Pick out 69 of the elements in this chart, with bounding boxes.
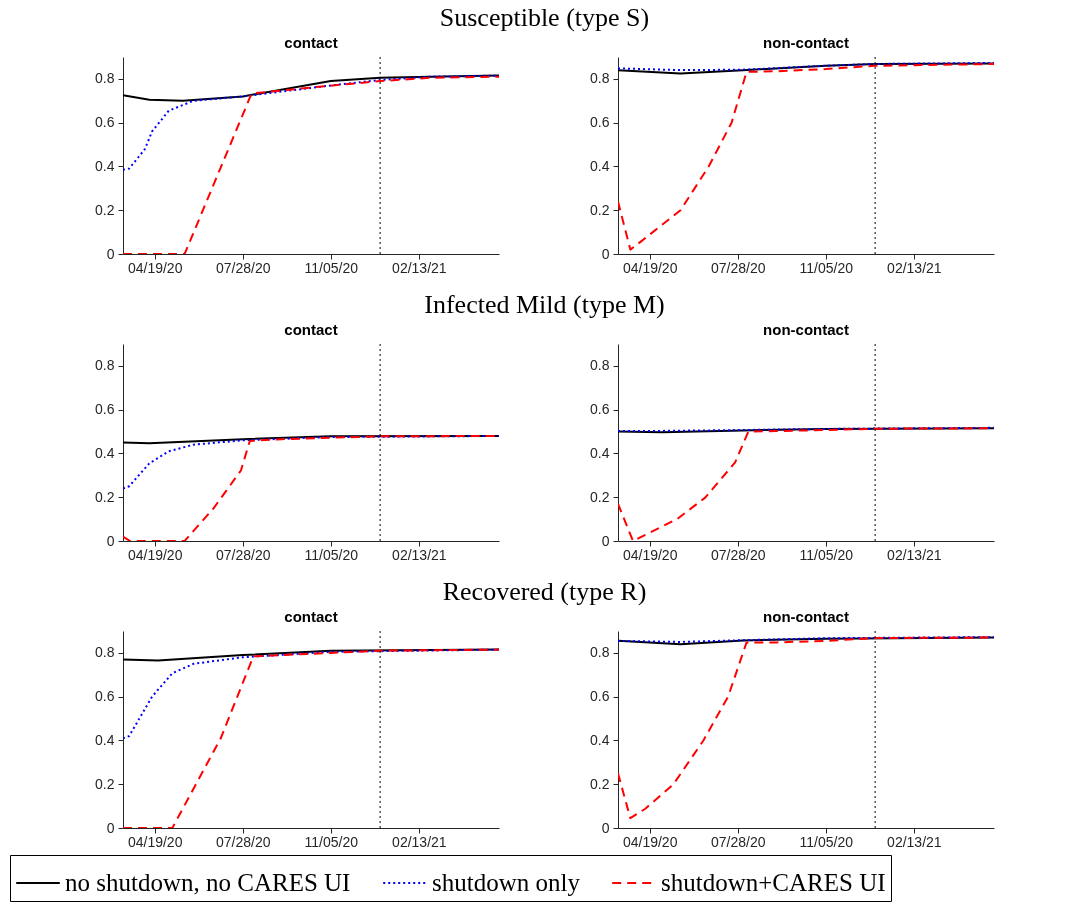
text: Infected Mild (type M) — [423, 290, 666, 320]
y-tick-label: 0.8 — [590, 70, 610, 87]
y-tick-label: 0.6 — [590, 401, 610, 418]
x-tick-label: 11/05/20 — [799, 259, 854, 276]
text: Susceptible (type S) — [438, 3, 651, 33]
y-tick-label: 0.8 — [590, 357, 610, 374]
x-tick-label: 11/05/20 — [799, 546, 854, 563]
x-tick-label: 07/28/20 — [711, 259, 766, 276]
x-tick-label: 07/28/20 — [216, 833, 271, 850]
x-tick-label: 04/19/20 — [622, 833, 678, 850]
x-tick-label: 11/05/20 — [304, 833, 359, 850]
x-tick-label: 07/28/20 — [711, 546, 766, 563]
y-tick-label: 0.2 — [590, 488, 610, 505]
chart-title: non-contact — [763, 33, 849, 51]
y-tick-label: 0 — [601, 532, 610, 549]
y-tick-label: 0.8 — [590, 644, 610, 661]
x-tick-label: 02/13/21 — [887, 259, 942, 276]
chart-title: non-contact — [763, 320, 849, 338]
y-tick-label: 0.4 — [95, 157, 115, 174]
y-tick-label: 0.4 — [95, 444, 115, 461]
x-tick-label: 04/19/20 — [127, 833, 183, 850]
y-tick-label: 0.2 — [95, 775, 115, 792]
chart-title: contact — [284, 33, 338, 51]
x-tick-label: 02/13/21 — [887, 833, 942, 850]
y-tick-label: 0.8 — [95, 644, 115, 661]
x-tick-label: 04/19/20 — [127, 546, 183, 563]
legend-label: shutdown+CARES UI — [661, 869, 886, 896]
text: Recovered (type R) — [441, 577, 648, 607]
y-tick-label: 0.4 — [95, 731, 115, 748]
y-tick-label: 0.8 — [95, 70, 115, 87]
x-tick-label: 07/28/20 — [711, 833, 766, 850]
y-tick-label: 0 — [106, 532, 115, 549]
line-series — [618, 63, 994, 251]
x-tick-label: 04/19/20 — [622, 259, 678, 276]
y-tick-label: 0 — [601, 819, 610, 836]
y-tick-label: 0.2 — [95, 488, 115, 505]
y-tick-label: 0.6 — [95, 401, 115, 418]
legend-label: no shutdown, no CARES UI — [65, 869, 351, 896]
y-tick-label: 0 — [601, 245, 610, 262]
x-tick-label: 04/19/20 — [622, 546, 678, 563]
line-series — [123, 74, 499, 171]
x-tick-label: 07/28/20 — [216, 259, 271, 276]
x-tick-label: 11/05/20 — [304, 259, 359, 276]
y-tick-label: 0.8 — [95, 357, 115, 374]
y-tick-label: 0.6 — [590, 114, 610, 131]
x-tick-label: 02/13/21 — [392, 833, 447, 850]
y-tick-label: 0.6 — [95, 688, 115, 705]
y-tick-label: 0 — [106, 245, 115, 262]
y-tick-label: 0.6 — [95, 114, 115, 131]
x-tick-label: 11/05/20 — [799, 833, 854, 850]
x-tick-label: 02/13/21 — [887, 546, 942, 563]
x-tick-label: 04/19/20 — [127, 259, 183, 276]
legend-label: shutdown only — [432, 869, 581, 896]
chart-title: contact — [284, 320, 338, 338]
y-tick-label: 0.4 — [590, 731, 610, 748]
y-tick-label: 0.6 — [590, 688, 610, 705]
y-tick-label: 0.2 — [95, 201, 115, 218]
x-tick-label: 02/13/21 — [392, 259, 447, 276]
y-tick-label: 0.2 — [590, 775, 610, 792]
y-tick-label: 0.2 — [590, 201, 610, 218]
y-tick-label: 0 — [106, 819, 115, 836]
x-tick-label: 07/28/20 — [216, 546, 271, 563]
chart-title: non-contact — [763, 607, 849, 625]
y-tick-label: 0.4 — [590, 444, 610, 461]
x-tick-label: 02/13/21 — [392, 546, 447, 563]
y-tick-label: 0.4 — [590, 157, 610, 174]
line-series — [123, 434, 499, 490]
chart-title: contact — [284, 607, 338, 625]
x-tick-label: 11/05/20 — [304, 546, 359, 563]
